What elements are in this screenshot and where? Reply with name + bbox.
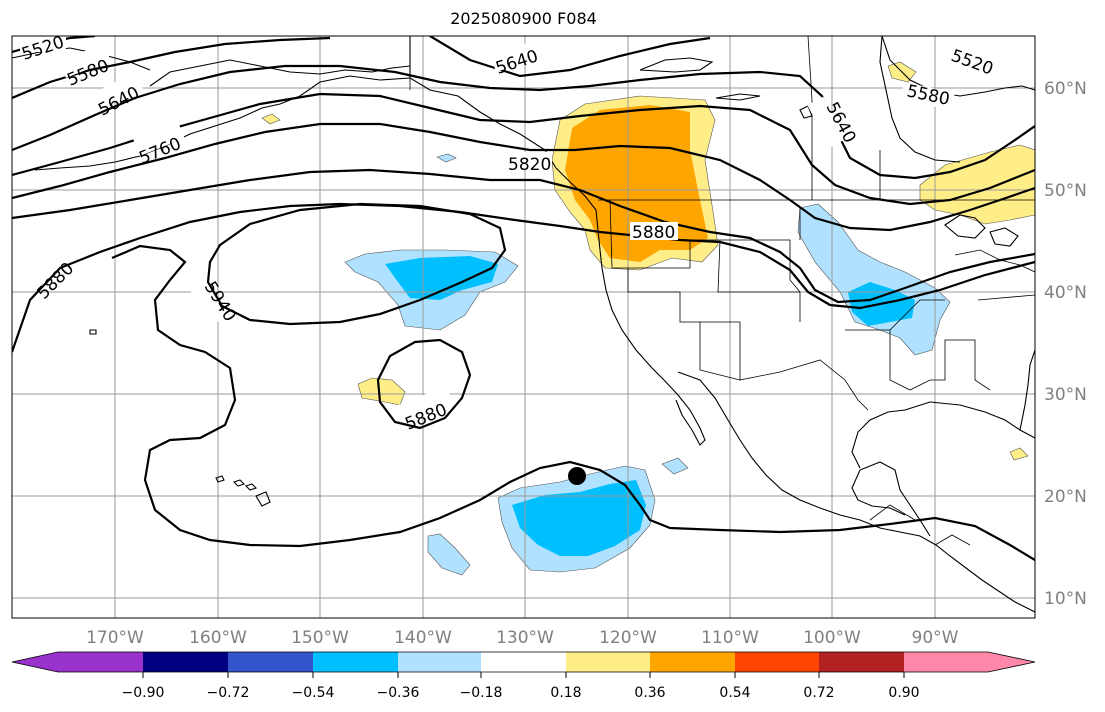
cool-anomaly-small-1 <box>427 533 471 576</box>
colorbar-bin-5 <box>398 652 481 672</box>
lon-label-170w: 170°W <box>86 628 144 648</box>
colorbar-bin-10 <box>819 652 904 672</box>
lat-label-40n: 40°N <box>1044 283 1087 303</box>
height-contours <box>12 36 1035 561</box>
colorbar-tick-2: −0.72 <box>207 685 250 701</box>
contour-5940-ridge <box>206 202 507 326</box>
warm-anomaly-subtropical <box>357 377 406 406</box>
lon-label-90w: 90°W <box>912 628 959 648</box>
lat-label-60n: 60°N <box>1044 79 1087 99</box>
colorbar: −0.90 −0.72 −0.54 −0.36 −0.18 0.18 0.36 … <box>11 651 1036 701</box>
contour-5760 <box>12 122 1035 232</box>
colorbar-bin-7 <box>566 652 650 672</box>
contour-5880-north <box>12 202 1035 353</box>
lat-label-50n: 50°N <box>1044 181 1087 201</box>
colorbar-bin-3 <box>228 652 313 672</box>
contour-5700 <box>12 92 1035 206</box>
map-title: 2025080900 F084 <box>450 9 597 28</box>
lon-label-150w: 150°W <box>291 628 349 648</box>
colorbar-bin-8 <box>650 652 735 672</box>
lon-label-140w: 140°W <box>394 628 452 648</box>
contour-5880-cutoff <box>376 338 472 430</box>
colorbar-tick-5: −0.18 <box>460 685 503 701</box>
contour-5580-west <box>12 36 331 100</box>
coastlines <box>12 36 1035 613</box>
colorbar-bin-11 <box>904 652 988 672</box>
warm-anomaly-gulf-alaska <box>261 113 281 125</box>
latitude-labels: 60°N 50°N 40°N 30°N 20°N 10°N <box>1044 79 1087 609</box>
lat-label-20n: 20°N <box>1044 487 1087 507</box>
lon-label-100w: 100°W <box>803 628 861 648</box>
cool-anomaly-small-3 <box>436 153 457 163</box>
warm-anomaly-east <box>919 144 1035 225</box>
colorbar-tick-1: −0.90 <box>122 685 165 701</box>
lon-label-120w: 120°W <box>599 628 657 648</box>
lon-label-130w: 130°W <box>496 628 554 648</box>
contour-label-5820: 5820 <box>508 155 551 175</box>
colorbar-bin-1 <box>58 652 143 672</box>
cool-anomaly-small-2 <box>661 457 689 475</box>
colorbar-tick-4: −0.36 <box>377 685 420 701</box>
colorbar-bin-4 <box>313 652 398 672</box>
colorbar-bin-9 <box>735 652 819 672</box>
lon-label-110w: 110°W <box>701 628 759 648</box>
colorbar-tick-9: 0.72 <box>803 685 834 701</box>
contour-5820 <box>12 168 1035 304</box>
graticule <box>12 36 1035 618</box>
longitude-labels: 170°W 160°W 150°W 140°W 130°W 120°W 110°… <box>86 628 959 648</box>
contour-5640-main <box>12 64 1035 180</box>
lat-label-10n: 10°N <box>1044 589 1087 609</box>
colorbar-tick-7: 0.36 <box>634 685 665 701</box>
colorbar-tick-10: 0.90 <box>888 685 919 701</box>
storm-center-marker <box>568 467 586 485</box>
colorbar-extend-low <box>12 652 58 672</box>
colorbar-tick-3: −0.54 <box>292 685 335 701</box>
warm-anomaly-gulf <box>1009 447 1029 461</box>
colorbar-tick-6: 0.18 <box>550 685 581 701</box>
cool-anomaly-tropical-inner <box>512 480 646 556</box>
colorbar-outline <box>11 651 1036 673</box>
cool-anomaly-midpacific-inner <box>385 256 498 300</box>
map-frame <box>11 35 1036 619</box>
colorbar-extend-high <box>988 652 1035 672</box>
lat-label-30n: 30°N <box>1044 385 1087 405</box>
colorbar-bin-6 <box>481 652 566 672</box>
lon-label-160w: 160°W <box>189 628 247 648</box>
contour-label-5880-pnw: 5880 <box>632 223 675 243</box>
contour-5640-alaska <box>429 36 711 78</box>
colorbar-tick-8: 0.54 <box>719 685 750 701</box>
contour-5880-south-loop <box>111 244 1035 561</box>
colorbar-bin-2 <box>143 652 228 672</box>
